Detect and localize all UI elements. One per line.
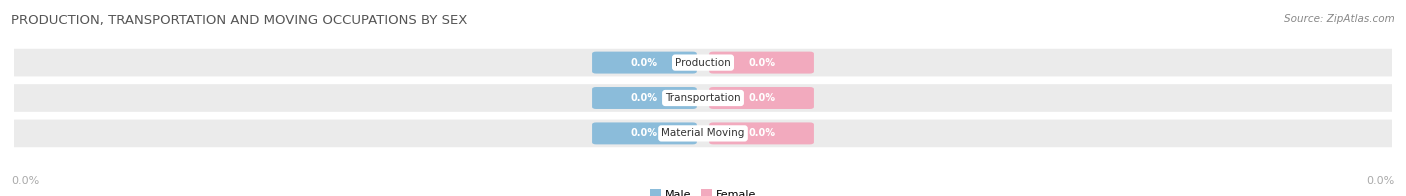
FancyBboxPatch shape: [8, 120, 1398, 147]
Text: Transportation: Transportation: [665, 93, 741, 103]
FancyBboxPatch shape: [592, 87, 697, 109]
Text: Source: ZipAtlas.com: Source: ZipAtlas.com: [1284, 14, 1395, 24]
FancyBboxPatch shape: [8, 49, 1398, 76]
FancyBboxPatch shape: [709, 122, 814, 144]
FancyBboxPatch shape: [592, 52, 697, 74]
Text: 0.0%: 0.0%: [631, 58, 658, 68]
Text: Production: Production: [675, 58, 731, 68]
FancyBboxPatch shape: [8, 84, 1398, 112]
FancyBboxPatch shape: [709, 52, 814, 74]
Text: 0.0%: 0.0%: [631, 128, 658, 138]
Legend: Male, Female: Male, Female: [645, 185, 761, 196]
FancyBboxPatch shape: [709, 87, 814, 109]
Text: Material Moving: Material Moving: [661, 128, 745, 138]
Text: 0.0%: 0.0%: [1367, 176, 1395, 186]
Text: 0.0%: 0.0%: [748, 58, 775, 68]
Text: PRODUCTION, TRANSPORTATION AND MOVING OCCUPATIONS BY SEX: PRODUCTION, TRANSPORTATION AND MOVING OC…: [11, 14, 468, 27]
Text: 0.0%: 0.0%: [748, 93, 775, 103]
FancyBboxPatch shape: [592, 122, 697, 144]
Text: 0.0%: 0.0%: [631, 93, 658, 103]
Text: 0.0%: 0.0%: [748, 128, 775, 138]
Text: 0.0%: 0.0%: [11, 176, 39, 186]
